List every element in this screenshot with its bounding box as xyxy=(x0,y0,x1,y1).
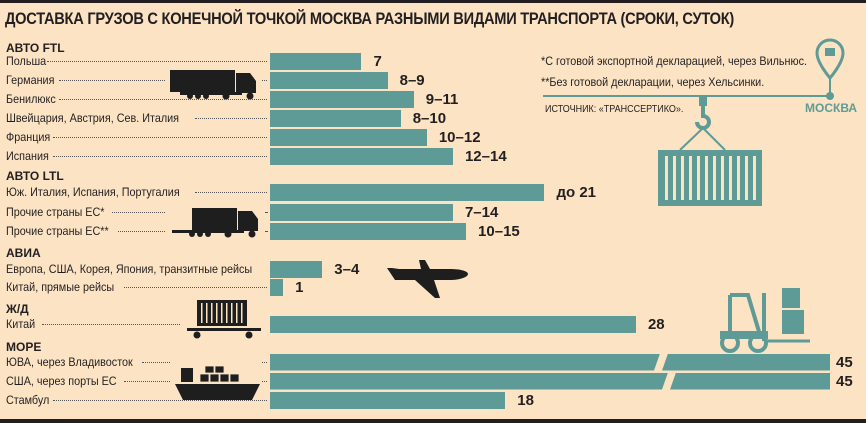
value-label: 45 xyxy=(836,354,853,371)
leader-dots xyxy=(53,400,267,401)
value-label: 8–10 xyxy=(412,110,447,127)
value-label: 3–4 xyxy=(334,261,360,278)
footnote-1: *С готовой экспортной декларацией, через… xyxy=(541,54,808,68)
bar xyxy=(270,222,467,240)
row-label: ЮВА, через Владивосток xyxy=(6,355,133,369)
leader-dots xyxy=(47,61,267,62)
row-label: Франция xyxy=(6,130,51,144)
leader-dots xyxy=(194,118,267,119)
group-label: АВИА xyxy=(6,246,41,260)
value-label: 45 xyxy=(836,373,853,390)
bar-continued xyxy=(670,372,830,390)
row-label: Прочие страны ЕС** xyxy=(6,224,109,238)
leader-dots xyxy=(265,231,267,232)
leader-dots xyxy=(53,156,267,157)
leader-dots xyxy=(262,381,267,382)
row-label: Китай, прямые рейсы xyxy=(6,280,115,294)
group-label: МОРЕ xyxy=(6,340,42,354)
value-label: 12–14 xyxy=(464,148,507,165)
leader-dots xyxy=(124,381,170,382)
leader-dots xyxy=(53,137,267,138)
top-rule xyxy=(0,0,866,3)
row-label: Бенилюкс xyxy=(6,92,56,106)
route-line xyxy=(543,95,833,97)
value-label: 7–14 xyxy=(464,204,499,221)
value-label: 9–11 xyxy=(425,91,459,108)
airplane-icon xyxy=(387,260,468,298)
row-label: Германия xyxy=(6,73,55,87)
value-label: 28 xyxy=(647,316,665,333)
destination-label: МОСКВА xyxy=(805,101,858,115)
bar xyxy=(270,354,660,371)
row-label: Прочие страны ЕС* xyxy=(6,205,105,219)
row-label: США, через порты ЕС xyxy=(6,374,117,388)
bar xyxy=(270,278,284,296)
row-label: Швейцария, Австрия, Сев. Италия xyxy=(6,111,180,125)
leader-dots xyxy=(265,212,267,213)
bar xyxy=(270,373,668,390)
group-label: АВТО LTL xyxy=(6,169,64,183)
row-label: Испания xyxy=(6,149,49,163)
bar xyxy=(270,52,362,70)
bar xyxy=(270,315,636,333)
leader-dots xyxy=(262,362,267,363)
leader-dots xyxy=(124,287,267,288)
ship-icon xyxy=(175,365,260,400)
chart-title: ДОСТАВКА ГРУЗОВ С КОНЕЧНОЙ ТОЧКОЙ МОСКВА… xyxy=(5,9,735,28)
bar xyxy=(270,147,453,165)
value-label: 10–15 xyxy=(478,223,520,240)
forklift-icon xyxy=(720,288,810,353)
container-crane-icon xyxy=(658,96,762,206)
value-label: 8–9 xyxy=(399,72,425,89)
truck-icon xyxy=(172,208,258,238)
value-label: 10–12 xyxy=(438,129,481,146)
truck-icon xyxy=(170,70,256,100)
bar xyxy=(270,391,506,409)
rail-car-icon xyxy=(187,300,261,339)
row-label: Стамбул xyxy=(6,393,50,407)
leader-dots xyxy=(262,80,267,81)
bar xyxy=(270,109,401,127)
leader-dots xyxy=(41,324,180,325)
leader-dots xyxy=(59,80,165,81)
leader-dots xyxy=(59,99,267,100)
leader-dots xyxy=(141,362,170,363)
bottom-rule xyxy=(0,419,866,423)
value-label: 18 xyxy=(517,392,534,409)
source-note: ИСТОЧНИК: «ТРАНССЕРТИКО». xyxy=(545,104,684,115)
row-label: Юж. Италия, Испания, Португалия xyxy=(6,185,180,199)
leader-dots xyxy=(112,212,165,213)
value-label: до 21 xyxy=(556,184,597,201)
bar xyxy=(270,71,388,89)
group-label: Ж/Д xyxy=(6,302,29,316)
bar-continued xyxy=(662,353,830,371)
leader-dots xyxy=(194,192,267,193)
row-label: Европа, США, Корея, Япония, транзитные р… xyxy=(6,262,253,276)
value-label: 1 xyxy=(295,279,304,296)
bar xyxy=(270,183,545,201)
value-label: 7 xyxy=(373,53,382,70)
footnote-2: **Без готовой декларации, через Хельсинк… xyxy=(541,75,765,89)
bar xyxy=(270,128,427,146)
bar xyxy=(270,90,414,108)
bar xyxy=(270,203,453,221)
row-label: Китай xyxy=(6,317,36,331)
map-pin-icon xyxy=(815,38,845,100)
row-label: Польша xyxy=(6,54,47,68)
group-label: АВТО FTL xyxy=(6,41,65,55)
bar xyxy=(270,260,323,278)
leader-dots xyxy=(118,231,165,232)
